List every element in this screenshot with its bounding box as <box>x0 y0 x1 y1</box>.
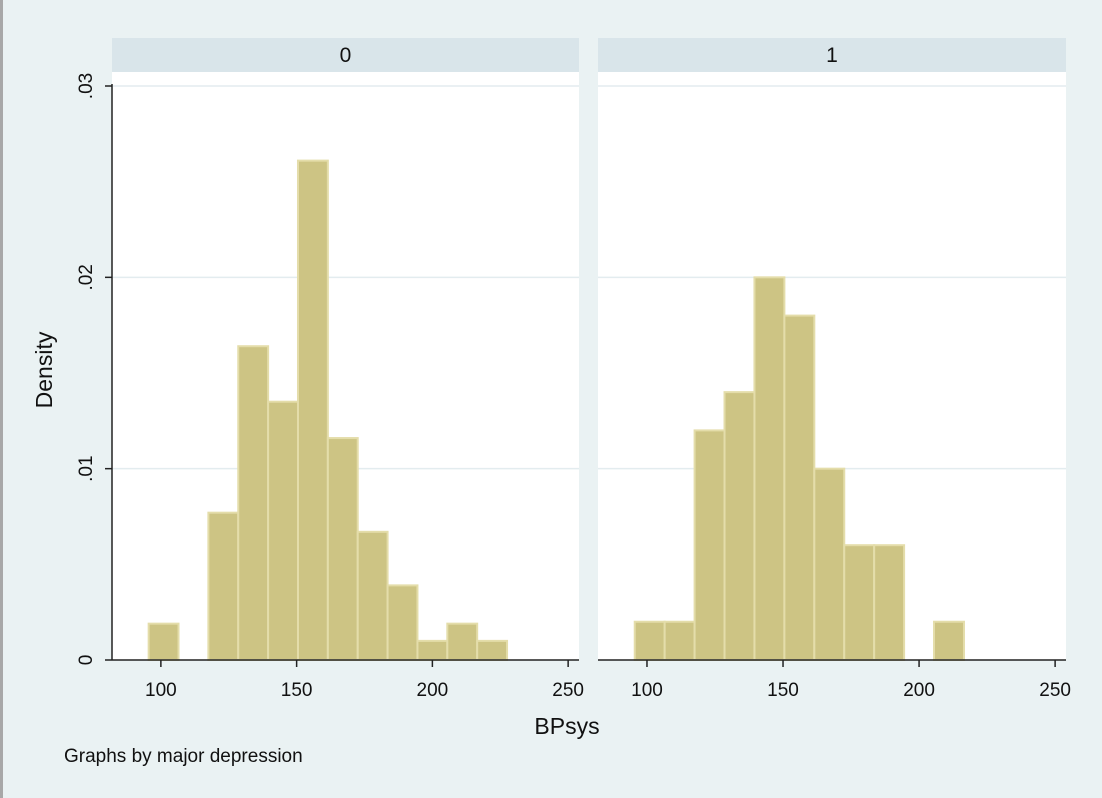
histogram-bar <box>326 437 359 662</box>
window-edge <box>0 0 3 798</box>
x-tick-label: 200 <box>417 680 449 701</box>
histogram-bar <box>753 276 786 661</box>
histogram-bar <box>356 530 389 661</box>
histogram-bar <box>237 345 270 661</box>
histogram-bar <box>296 159 329 661</box>
histogram-bar <box>207 511 240 661</box>
histogram-bar <box>386 584 419 662</box>
histogram-bar <box>446 622 479 661</box>
panel-0-strip-label: 0 <box>340 44 352 67</box>
histogram-bar <box>633 620 666 662</box>
x-tick-label: 250 <box>1039 680 1071 701</box>
y-axis-title: Density <box>31 331 57 408</box>
histogram-bar <box>147 622 180 661</box>
x-tick-label: 100 <box>145 680 177 701</box>
histogram-bar <box>873 544 906 662</box>
histogram-bar <box>723 391 756 661</box>
x-tick-label: 150 <box>767 680 799 701</box>
histogram-bar <box>267 400 299 661</box>
histogram-bar <box>663 620 696 662</box>
panel-1-strip-label: 1 <box>826 44 838 67</box>
y-tick-label: 0 <box>76 655 97 666</box>
panel-1-strip <box>598 38 1066 72</box>
x-tick-label: 250 <box>552 680 584 701</box>
by-variable-note: Graphs by major depression <box>64 746 303 767</box>
histogram-bar <box>813 467 846 661</box>
x-tick-label: 100 <box>631 680 663 701</box>
histogram-bar <box>843 544 876 662</box>
x-tick-label: 200 <box>903 680 935 701</box>
y-tick-label: .03 <box>76 73 97 99</box>
histogram-bar <box>476 639 509 661</box>
y-tick-label: .01 <box>76 455 97 481</box>
histogram-bar <box>416 639 449 661</box>
histogram-bar <box>783 314 816 661</box>
panel-0-strip <box>112 38 579 72</box>
x-tick-label: 150 <box>281 680 313 701</box>
histogram-bar <box>693 429 726 661</box>
histogram-bar <box>933 620 965 662</box>
x-axis-title: BPsys <box>534 713 599 739</box>
y-tick-label: .02 <box>76 264 97 290</box>
